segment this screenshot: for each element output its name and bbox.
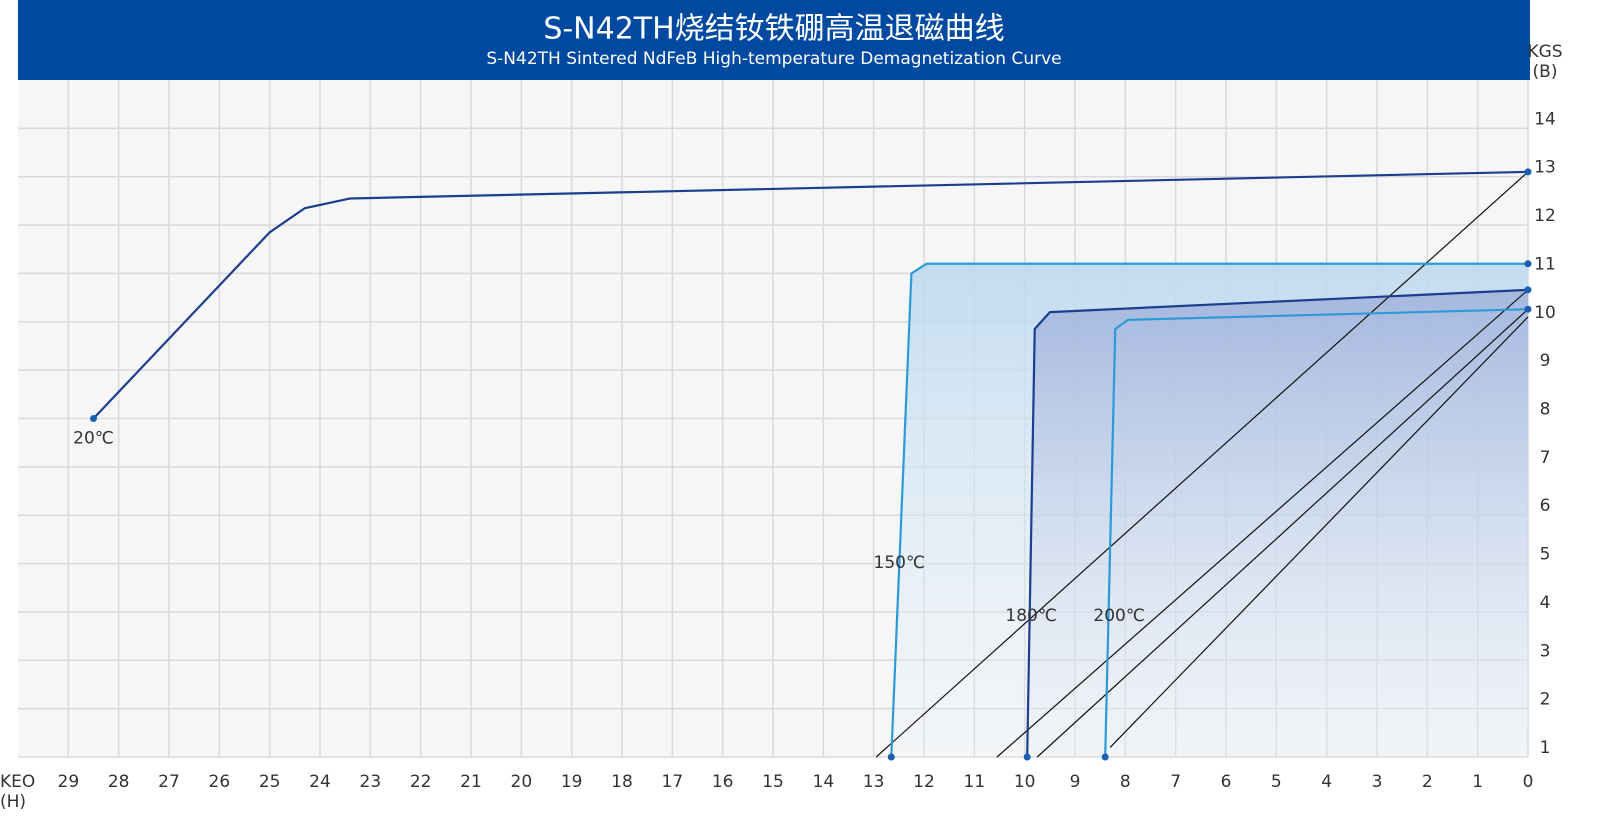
x-tick-label: 28 <box>108 772 130 792</box>
x-tick-label: 11 <box>964 772 986 792</box>
point <box>1524 305 1532 313</box>
y-tick-label: 4 <box>1540 593 1551 613</box>
chart-subtitle: S-N42TH Sintered NdFeB High-temperature … <box>486 49 1061 69</box>
x-tick-label: 9 <box>1070 772 1081 792</box>
series-label: 180℃ <box>1005 606 1057 626</box>
x-tick-label: 22 <box>410 772 432 792</box>
y-tick-label: 3 <box>1540 641 1551 661</box>
y-tick-label: 11 <box>1534 254 1556 274</box>
y-tick-label: 9 <box>1540 351 1551 371</box>
y-tick-label: 7 <box>1540 448 1551 468</box>
x-tick-label: 16 <box>712 772 734 792</box>
x-tick-label: 20 <box>511 772 533 792</box>
point <box>1524 260 1532 268</box>
x-tick-label: 4 <box>1321 772 1332 792</box>
header-band <box>18 0 1530 80</box>
load-line <box>1109 316 1529 748</box>
x-tick-label: 23 <box>360 772 382 792</box>
x-tick-label: 1 <box>1472 772 1483 792</box>
curve <box>890 262 1528 758</box>
curve <box>92 170 1529 420</box>
y-tick-label: 14 <box>1534 109 1556 129</box>
y-tick-label: 12 <box>1534 206 1556 226</box>
x-tick-label: 17 <box>662 772 684 792</box>
point <box>1023 753 1031 761</box>
x-tick-label: 7 <box>1170 772 1181 792</box>
x-tick-label: 12 <box>913 772 935 792</box>
x-axis-label: (H) <box>0 792 26 812</box>
point <box>1101 753 1109 761</box>
x-axis-label: KEO <box>0 772 35 792</box>
x-tick-label: 21 <box>460 772 482 792</box>
x-tick-label: 25 <box>259 772 281 792</box>
series-label: 20℃ <box>73 429 114 449</box>
y-tick-label: 6 <box>1540 496 1551 516</box>
curve <box>1104 308 1529 758</box>
y-axis-label: (B) <box>1533 62 1558 82</box>
y-tick-label: 5 <box>1540 545 1551 565</box>
x-tick-label: 13 <box>863 772 885 792</box>
x-tick-label: 8 <box>1120 772 1131 792</box>
series-label: 150℃ <box>874 553 926 573</box>
y-tick-label: 1 <box>1540 738 1551 758</box>
x-tick-label: 5 <box>1271 772 1282 792</box>
load-line <box>996 289 1529 758</box>
y-tick-label: 8 <box>1540 400 1551 420</box>
x-tick-label: 6 <box>1221 772 1232 792</box>
x-tick-label: 15 <box>762 772 784 792</box>
x-tick-label: 2 <box>1422 772 1433 792</box>
y-axis-label: KGS <box>1527 42 1562 62</box>
chart-title: S-N42TH烧结钕铁硼高温退磁曲线 <box>543 12 1004 47</box>
x-tick-label: 14 <box>813 772 835 792</box>
x-tick-label: 29 <box>58 772 80 792</box>
x-tick-label: 27 <box>158 772 180 792</box>
point <box>1524 286 1532 294</box>
point <box>90 415 97 422</box>
x-tick-label: 18 <box>611 772 633 792</box>
y-tick-label: 2 <box>1540 690 1551 710</box>
point <box>887 753 895 761</box>
curve <box>1026 288 1529 758</box>
x-tick-label: 3 <box>1372 772 1383 792</box>
point <box>1524 168 1532 176</box>
y-tick-label: 10 <box>1534 303 1556 323</box>
area-fill <box>1027 289 1528 757</box>
load-line <box>875 171 1529 758</box>
load-line <box>1036 308 1529 758</box>
x-tick-label: 24 <box>309 772 331 792</box>
x-tick-label: 10 <box>1014 772 1036 792</box>
series-label: 200℃ <box>1093 606 1145 626</box>
x-tick-label: 26 <box>209 772 231 792</box>
y-tick-label: 13 <box>1534 158 1556 178</box>
x-tick-label: 0 <box>1523 772 1534 792</box>
x-tick-label: 19 <box>561 772 583 792</box>
